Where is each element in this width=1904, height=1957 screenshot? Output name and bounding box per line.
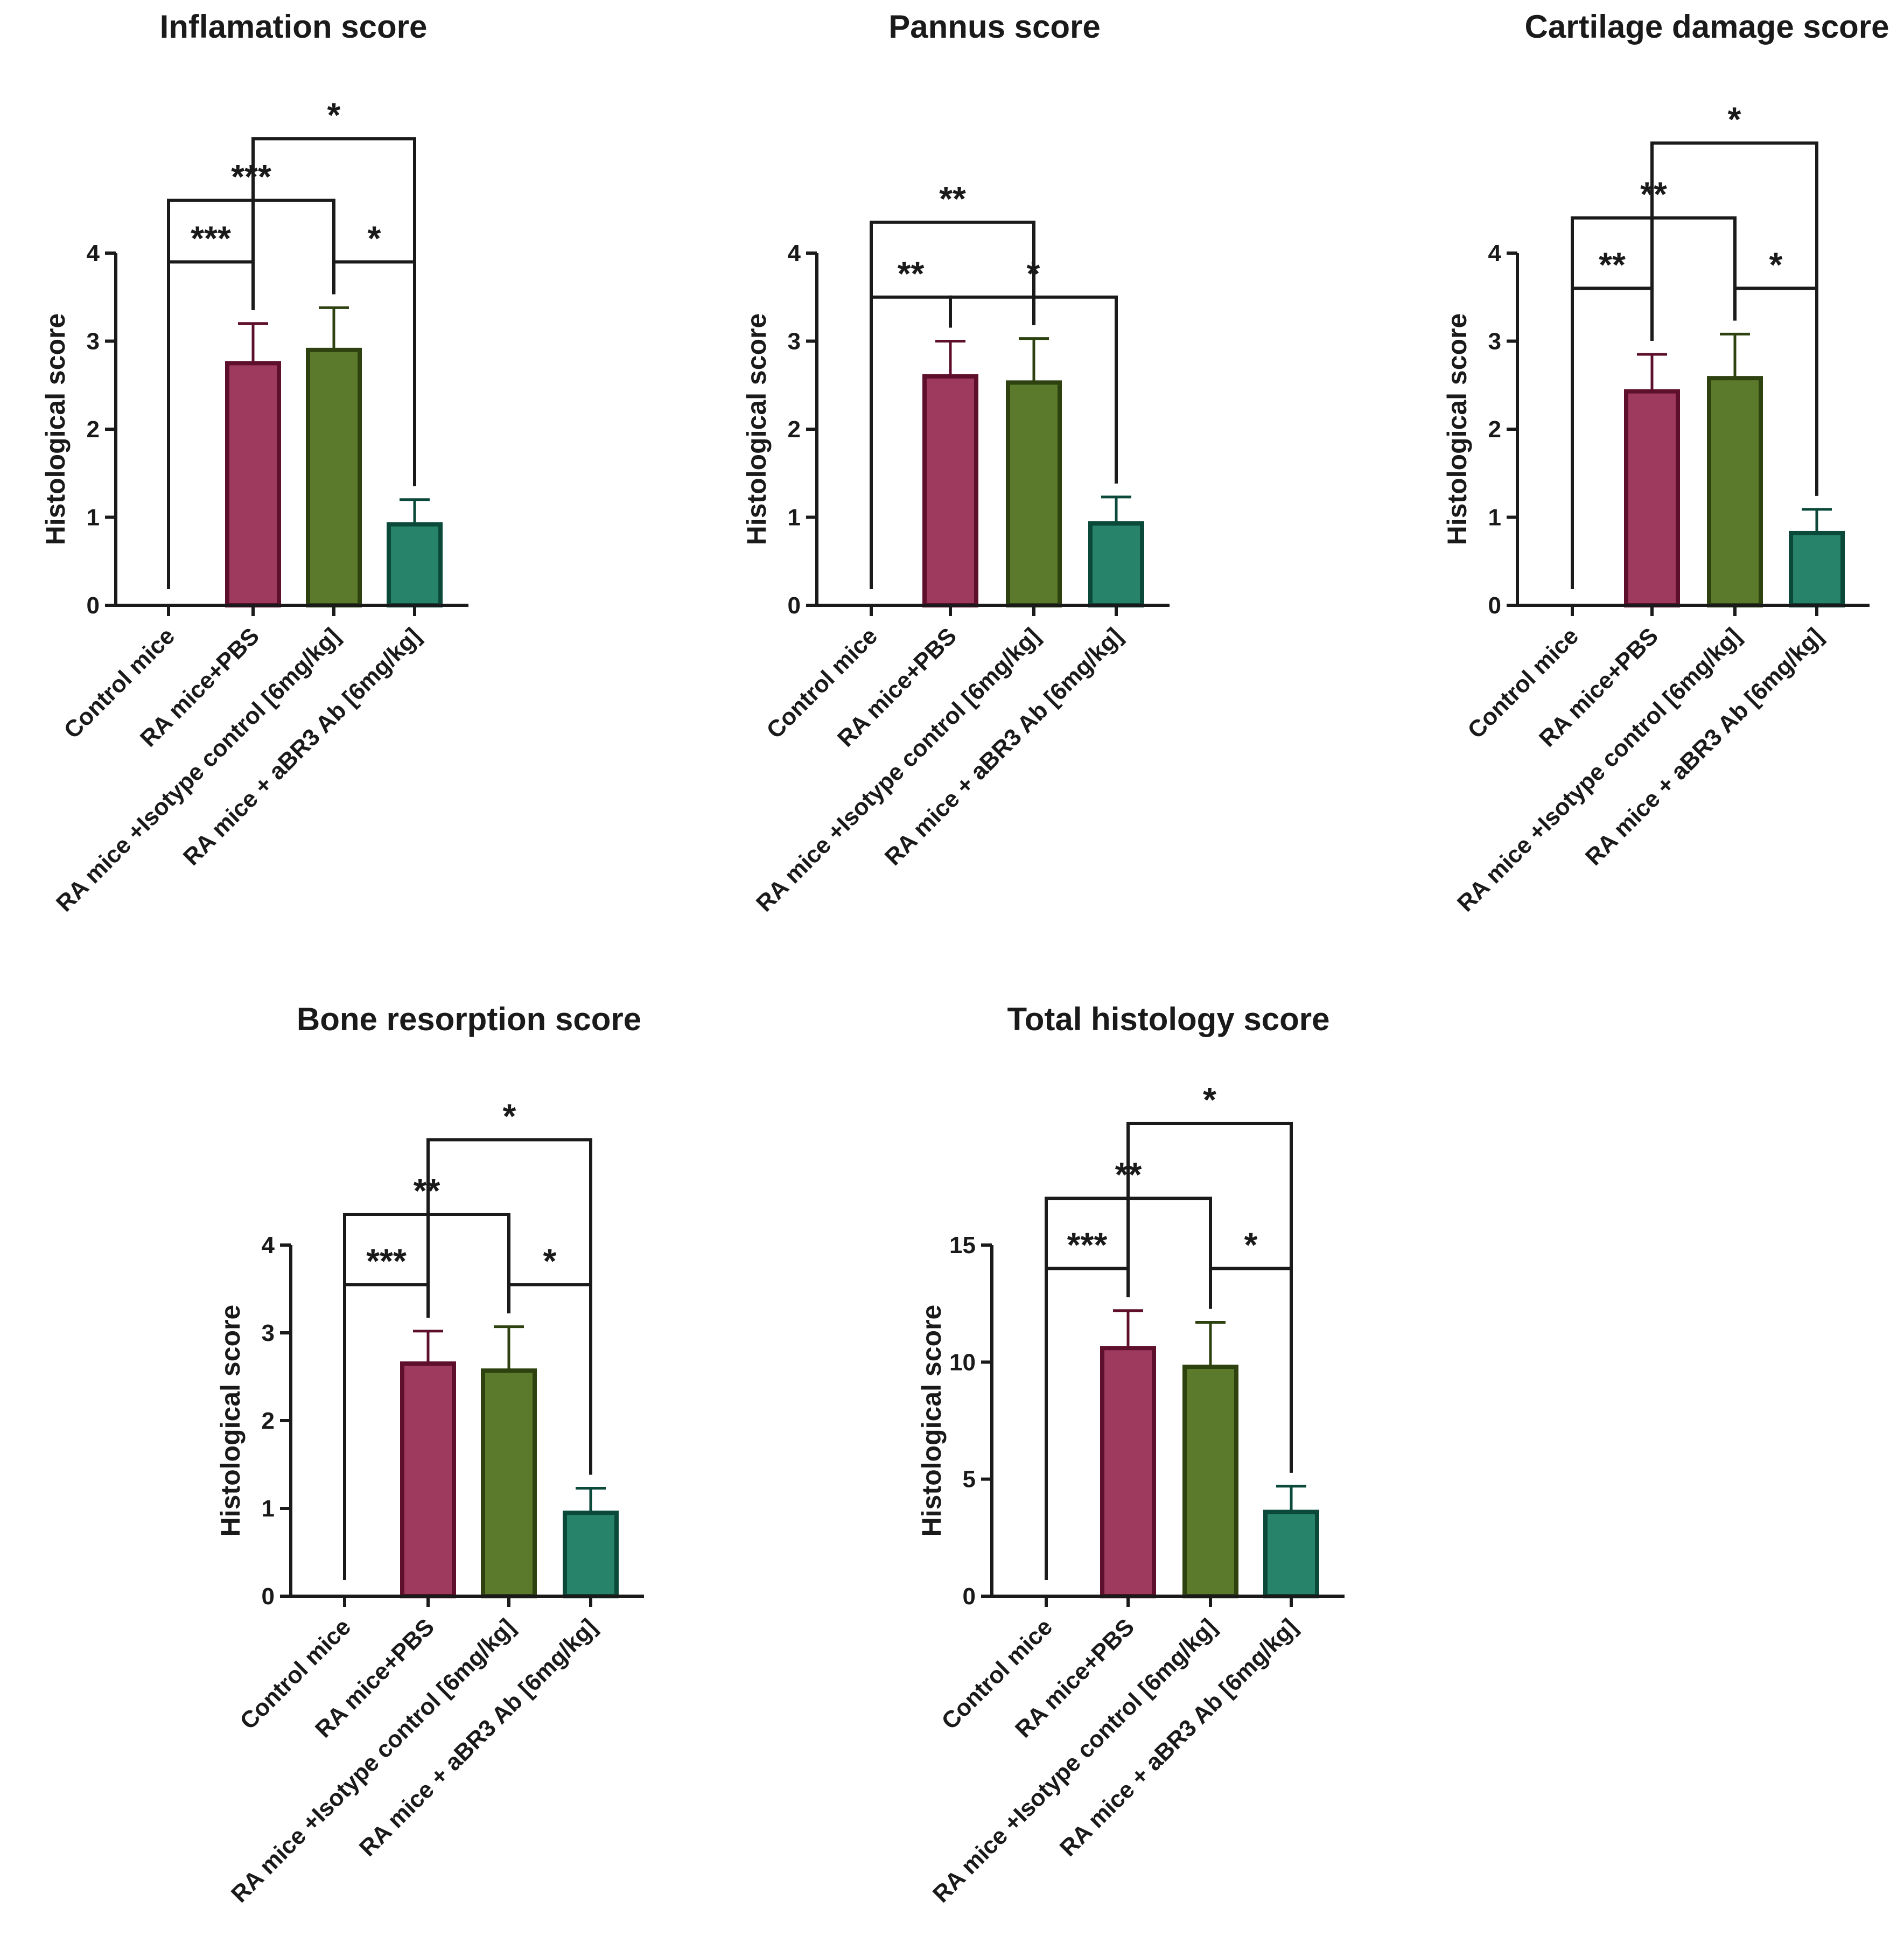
- significance-bracket: [167, 198, 335, 589]
- bar: [1789, 530, 1845, 607]
- significance-label: **: [1599, 245, 1626, 284]
- bar: [1100, 1346, 1156, 1599]
- y-tick-label: 3: [1488, 329, 1501, 355]
- significance-label: **: [898, 254, 925, 293]
- y-tick-label: 10: [949, 1349, 976, 1375]
- y-tick-label: 2: [262, 1408, 275, 1434]
- significance-label: ***: [366, 1241, 407, 1280]
- bar: [481, 1368, 537, 1599]
- y-axis-title: Histological score: [215, 1305, 246, 1537]
- bar: [306, 347, 362, 607]
- bar: [1263, 1509, 1319, 1599]
- chart-title: Total histology score: [1007, 1001, 1330, 1037]
- y-tick-label: 0: [1488, 592, 1501, 619]
- bar: [1182, 1365, 1238, 1598]
- significance-label: **: [939, 179, 966, 218]
- bar: [1006, 380, 1062, 607]
- significance-label: *: [368, 219, 381, 257]
- bar: [1088, 521, 1144, 607]
- y-tick-label: 3: [788, 329, 801, 355]
- y-tick-label: 0: [87, 592, 100, 619]
- y-axis-title: Histological score: [916, 1305, 947, 1537]
- bar: [1707, 376, 1763, 607]
- bar: [922, 374, 978, 608]
- y-axis-title: Histological score: [1442, 313, 1472, 546]
- bar: [387, 522, 443, 608]
- y-tick-label: 1: [262, 1495, 275, 1522]
- significance-bracket: [426, 1138, 592, 1475]
- significance-label: ***: [1067, 1225, 1108, 1264]
- chart-title: Bone resorption score: [297, 1001, 641, 1037]
- bar: [400, 1361, 456, 1599]
- bar: [563, 1511, 619, 1598]
- y-axis-title: Histological score: [741, 313, 772, 546]
- y-tick-label: 4: [262, 1232, 275, 1259]
- y-tick-label: 1: [87, 505, 100, 531]
- y-tick-label: 2: [87, 416, 100, 443]
- y-tick-label: 0: [963, 1583, 976, 1610]
- significance-label: *: [1769, 245, 1783, 284]
- y-tick-label: 3: [262, 1320, 275, 1346]
- significance-label: *: [327, 95, 341, 134]
- chart-title: Cartilage damage score: [1525, 9, 1889, 45]
- significance-label: *: [1728, 100, 1741, 139]
- chart-title: Inflamation score: [160, 9, 428, 45]
- y-tick-label: 1: [1488, 505, 1501, 531]
- significance-label: *: [503, 1096, 516, 1135]
- significance-bracket: [251, 137, 416, 486]
- significance-label: *: [543, 1241, 557, 1280]
- chart-title: Pannus score: [888, 9, 1101, 45]
- y-tick-label: 0: [788, 592, 801, 619]
- y-tick-label: 4: [788, 240, 801, 267]
- y-axis-title: Histological score: [40, 313, 71, 546]
- significance-bracket: [1126, 1121, 1293, 1473]
- y-tick-label: 2: [1488, 416, 1501, 443]
- significance-label: ***: [191, 219, 231, 257]
- bar: [225, 361, 281, 607]
- y-tick-label: 4: [87, 240, 100, 267]
- y-tick-label: 0: [262, 1583, 275, 1610]
- significance-bracket: [870, 220, 1035, 589]
- y-tick-label: 4: [1488, 240, 1502, 267]
- bar: [1624, 389, 1680, 607]
- y-tick-label: 3: [87, 329, 100, 355]
- y-tick-label: 5: [963, 1466, 976, 1493]
- significance-label: **: [1640, 175, 1667, 214]
- significance-label: *: [1244, 1225, 1258, 1264]
- significance-label: ***: [231, 157, 271, 196]
- significance-label: *: [1203, 1080, 1216, 1119]
- y-tick-label: 15: [949, 1232, 976, 1259]
- y-tick-label: 1: [788, 505, 801, 531]
- significance-bracket: [1650, 141, 1818, 496]
- y-tick-label: 2: [788, 416, 801, 443]
